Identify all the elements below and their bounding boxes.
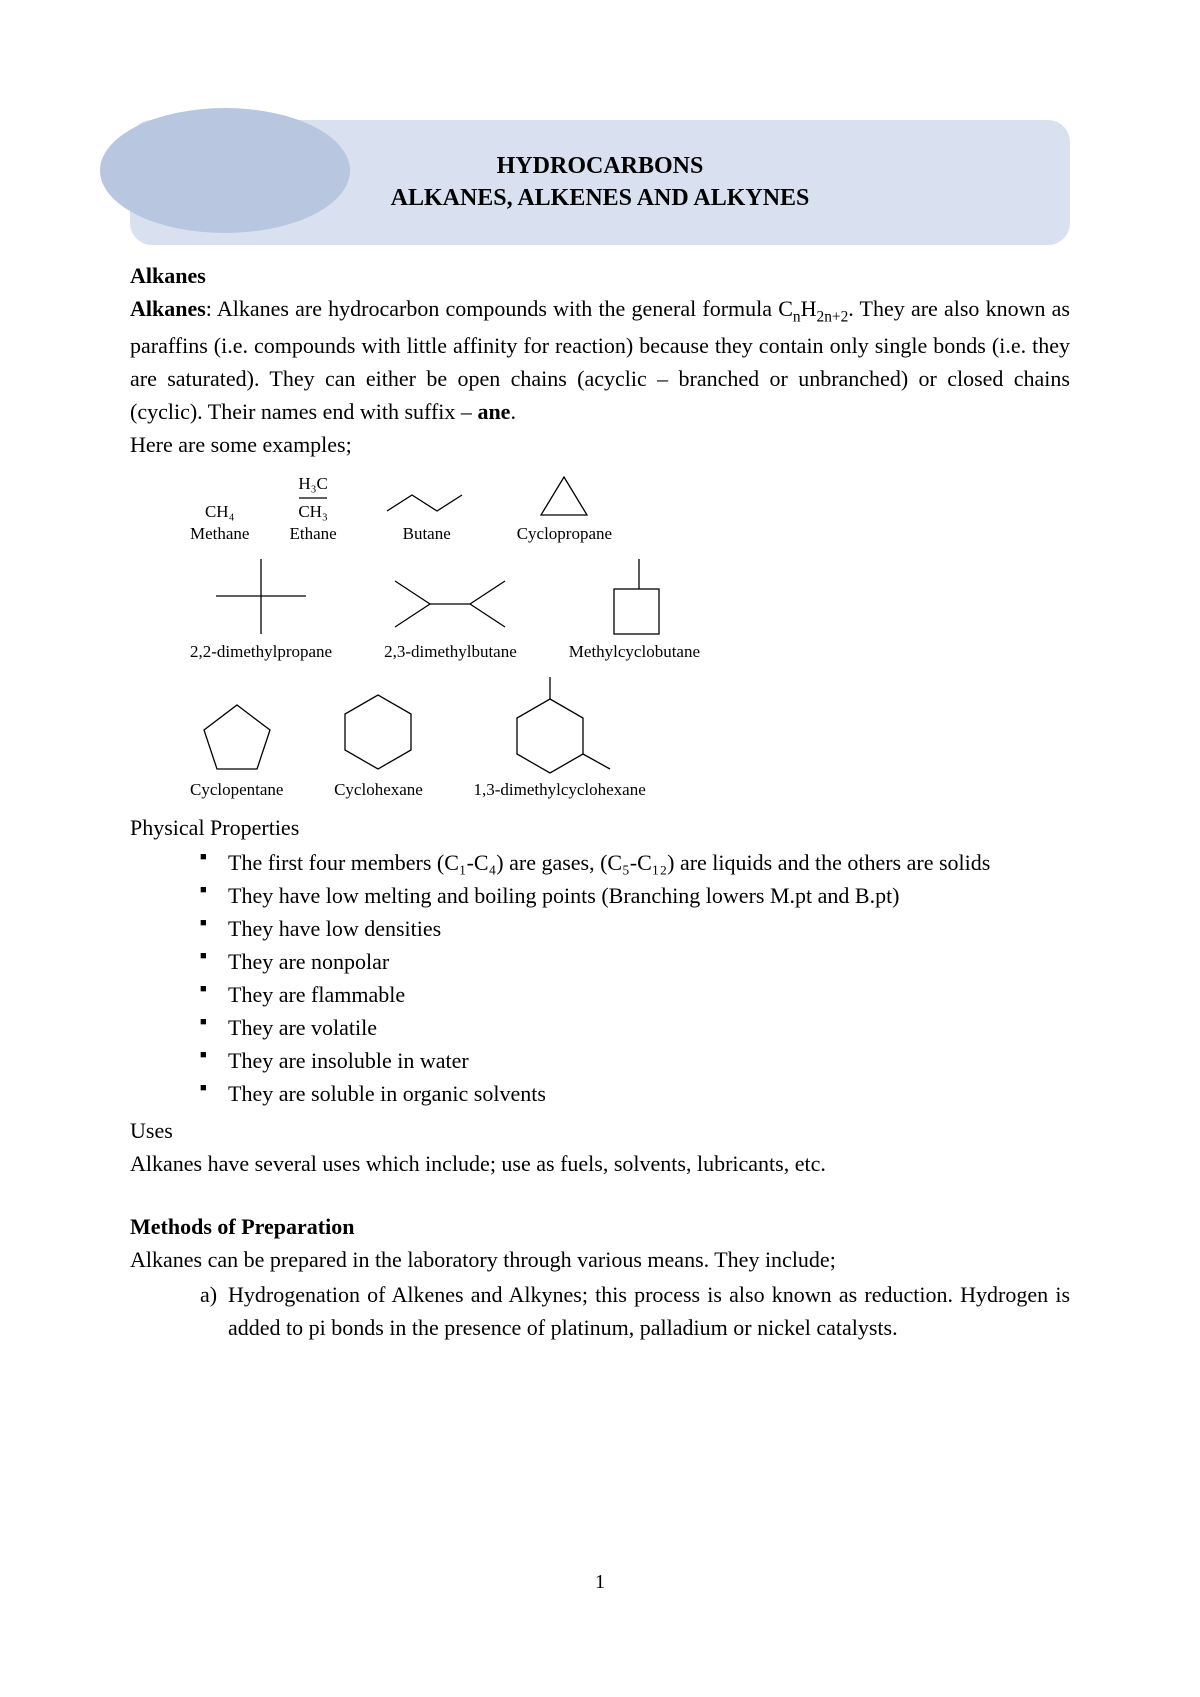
para-part-1: : Alkanes are hydrocarbon compounds with…: [206, 296, 793, 321]
methods-intro: Alkanes can be prepared in the laborator…: [130, 1243, 1070, 1276]
prop-item: They have low densities: [200, 912, 1070, 945]
prop-item: They have low melting and boiling points…: [200, 879, 1070, 912]
molecule-cyclopropane: Cyclopropane: [517, 471, 612, 543]
dimethylcyclohexane-label: 1,3-dimethylcyclohexane: [473, 781, 645, 799]
molecule-cyclopentane: Cyclopentane: [190, 697, 283, 799]
prop-item: They are volatile: [200, 1011, 1070, 1044]
cyclopropane-label: Cyclopropane: [517, 525, 612, 543]
dimethylpropane-label: 2,2-dimethylpropane: [190, 643, 332, 661]
suffix-ane: ane: [477, 399, 510, 424]
method-marker: a): [200, 1278, 217, 1311]
molecule-dimethylpropane: 2,2-dimethylpropane: [190, 554, 332, 661]
header-line-1: HYDROCARBONS: [130, 150, 1070, 182]
para-part-2: H: [801, 296, 817, 321]
examples-intro: Here are some examples;: [130, 428, 1070, 461]
prop-item: They are flammable: [200, 978, 1070, 1011]
alkanes-heading: Alkanes: [130, 259, 1070, 292]
prop-item: They are insoluble in water: [200, 1044, 1070, 1077]
molecule-methylcyclobutane: Methylcyclobutane: [569, 554, 700, 661]
molecule-methane: CH₄ Methane: [190, 503, 249, 543]
uses-text: Alkanes have several uses which include;…: [130, 1147, 1070, 1180]
method-text: Hydrogenation of Alkenes and Alkynes; th…: [228, 1282, 1070, 1340]
formula-n: n: [793, 308, 801, 325]
methods-list: a) Hydrogenation of Alkenes and Alkynes;…: [130, 1278, 1070, 1344]
page-number: 1: [0, 1567, 1200, 1597]
alkanes-lead: Alkanes: [130, 296, 206, 321]
butane-structure: [377, 485, 477, 521]
para-part-4: .: [510, 399, 516, 424]
cyclopropane-structure: [529, 471, 599, 521]
methane-formula: CH₄: [190, 503, 249, 521]
method-item: a) Hydrogenation of Alkenes and Alkynes;…: [200, 1278, 1070, 1344]
prop-item: They are nonpolar: [200, 945, 1070, 978]
molecule-ethane: H₃C CH₃ Ethane: [289, 475, 336, 543]
physical-properties-heading: Physical Properties: [130, 811, 1070, 844]
molecule-dimethylcyclohexane: 1,3-dimethylcyclohexane: [473, 677, 645, 799]
methane-label: Methane: [190, 525, 249, 543]
molecules-diagram: CH₄ Methane H₃C CH₃ Ethane Butane Cyclopr…: [190, 471, 890, 800]
formula-2n2: 2n+2: [817, 308, 849, 325]
molecule-row-1: CH₄ Methane H₃C CH₃ Ethane Butane Cyclopr…: [190, 471, 890, 543]
ethane-formula: H₃C CH₃: [289, 475, 336, 521]
ethane-right: CH₃: [298, 502, 328, 521]
prop-item: They are soluble in organic solvents: [200, 1077, 1070, 1110]
molecule-row-2: 2,2-dimethylpropane 2,3-dimethylbutane M…: [190, 554, 890, 661]
methylcyclobutane-label: Methylcyclobutane: [569, 643, 700, 661]
molecule-cyclohexane: Cyclohexane: [333, 687, 423, 799]
alkanes-definition: Alkanes: Alkanes are hydrocarbon compoun…: [130, 292, 1070, 428]
header-titles: HYDROCARBONS ALKANES, ALKENES AND ALKYNE…: [130, 150, 1070, 215]
ethane-left: H₃C: [298, 474, 328, 493]
molecule-dimethylbutane: 2,3-dimethylbutane: [384, 569, 517, 661]
header-line-2: ALKANES, ALKENES AND ALKYNES: [130, 182, 1070, 214]
header-banner: HYDROCARBONS ALKANES, ALKENES AND ALKYNE…: [130, 120, 1070, 245]
ethane-label: Ethane: [289, 525, 336, 543]
cyclopentane-structure: [192, 697, 282, 777]
prop-item: The first four members (C₁-C₄) are gases…: [200, 846, 1070, 879]
molecule-butane: Butane: [377, 485, 477, 543]
cyclohexane-label: Cyclohexane: [333, 781, 423, 799]
dimethylpropane-structure: [206, 554, 316, 639]
cyclopentane-label: Cyclopentane: [190, 781, 283, 799]
methylcyclobutane-structure: [589, 554, 679, 639]
butane-label: Butane: [377, 525, 477, 543]
uses-heading: Uses: [130, 1114, 1070, 1147]
dimethylbutane-structure: [385, 569, 515, 639]
dimethylbutane-label: 2,3-dimethylbutane: [384, 643, 517, 661]
methods-heading: Methods of Preparation: [130, 1210, 1070, 1243]
physical-properties-list: The first four members (C₁-C₄) are gases…: [130, 846, 1070, 1110]
cyclohexane-structure: [333, 687, 423, 777]
dimethylcyclohexane-structure: [495, 677, 625, 777]
molecule-row-3: Cyclopentane Cyclohexane 1,3-dimethylcyc…: [190, 677, 890, 799]
